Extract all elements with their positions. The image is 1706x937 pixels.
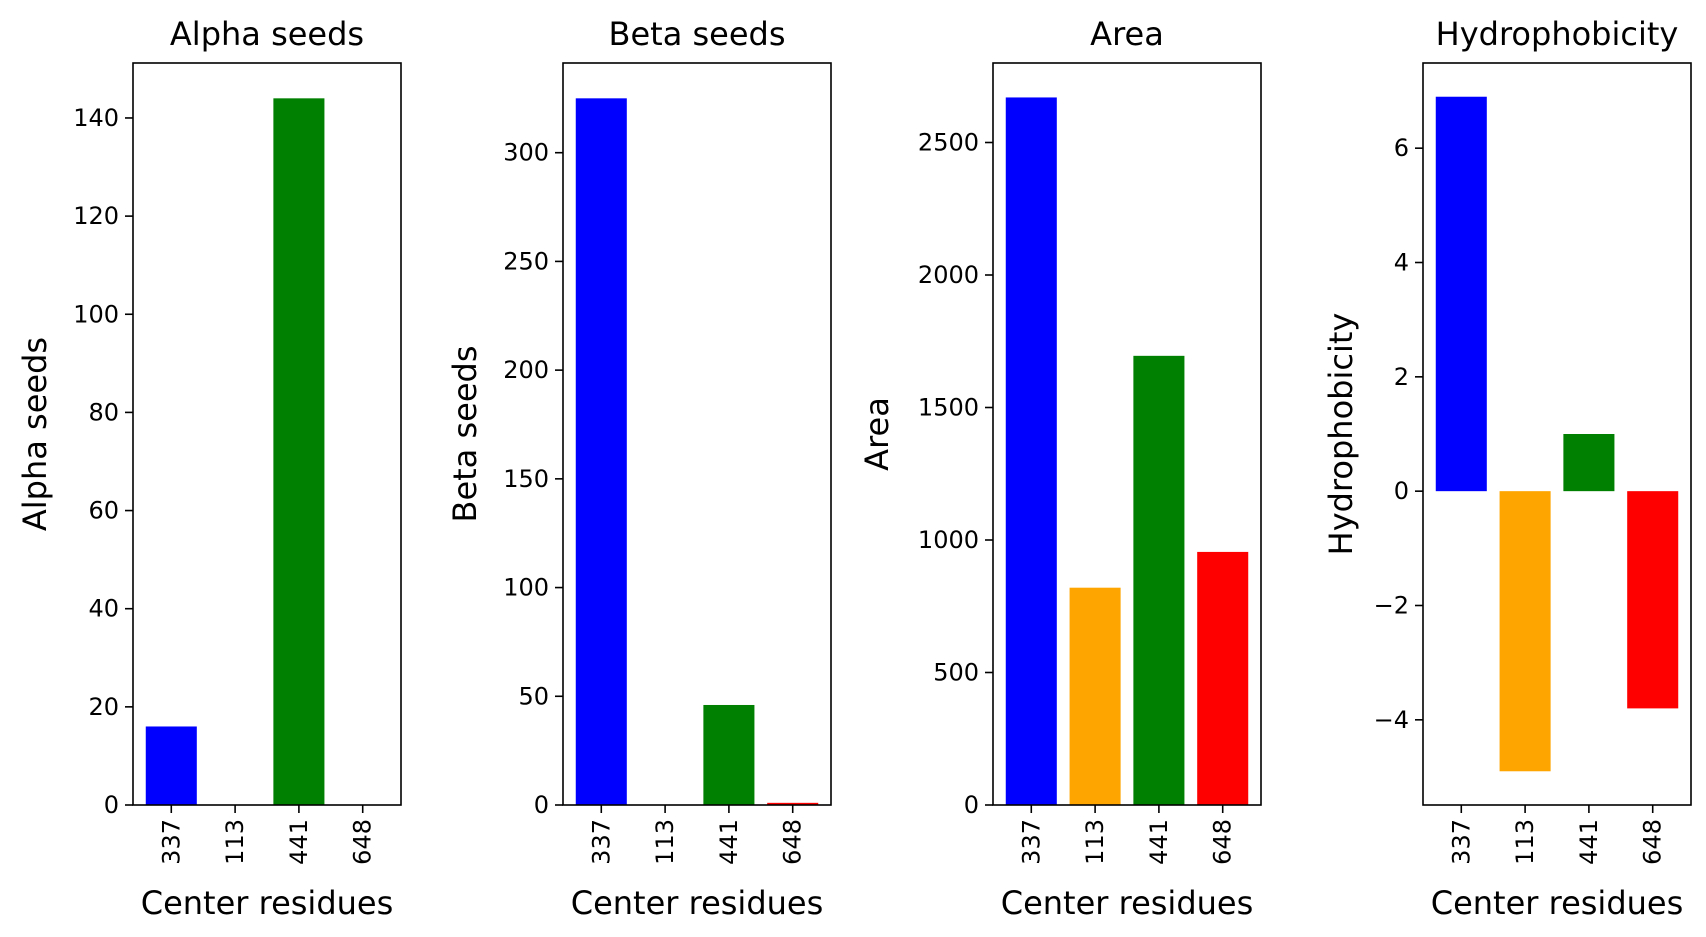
y-tick-label: 20 <box>88 693 119 721</box>
y-ticks: −4 −2 0 2 4 6 <box>1374 134 1423 734</box>
chart-panel-alpha-seeds: Alpha seeds Alpha seeds Center residues … <box>16 15 402 922</box>
y-tick-label: 1500 <box>918 394 979 422</box>
x-tick-label: 337 <box>1447 819 1475 865</box>
x-tick-label: 337 <box>587 819 615 865</box>
bar-648 <box>1627 491 1679 709</box>
y-axis-label: Area <box>858 397 896 471</box>
x-axis-label: Center residues <box>1431 884 1684 922</box>
chart-title: Area <box>1090 15 1164 53</box>
y-tick-label: −4 <box>1374 706 1409 734</box>
y-tick-label: 2000 <box>918 261 979 289</box>
y-tick-label: 6 <box>1394 134 1409 162</box>
y-tick-label: 100 <box>503 574 549 602</box>
bar-337 <box>1005 97 1057 805</box>
y-tick-label: 300 <box>503 139 549 167</box>
y-tick-label: 4 <box>1394 249 1409 277</box>
x-tick-label: 113 <box>1081 819 1109 865</box>
y-tick-label: 40 <box>88 595 119 623</box>
x-ticks: 337 113 441 648 <box>1017 805 1237 865</box>
x-tick-label: 441 <box>1145 819 1173 865</box>
bar-441 <box>1133 355 1185 805</box>
y-tick-label: 50 <box>518 682 549 710</box>
x-tick-label: 113 <box>1511 819 1539 865</box>
bars <box>575 98 819 805</box>
x-tick-label: 441 <box>1575 819 1603 865</box>
bars <box>1005 97 1249 805</box>
y-tick-label: 0 <box>534 791 549 819</box>
bar-113 <box>1069 587 1121 805</box>
y-ticks: 0 20 40 60 80 100 120 140 <box>73 104 133 819</box>
y-tick-label: 140 <box>73 104 119 132</box>
x-tick-label: 337 <box>157 819 185 865</box>
bars <box>145 98 325 805</box>
x-ticks: 337 113 441 648 <box>587 805 807 865</box>
y-tick-label: 80 <box>88 398 119 426</box>
y-tick-label: 60 <box>88 497 119 525</box>
y-tick-label: 0 <box>1394 477 1409 505</box>
y-tick-label: 100 <box>73 300 119 328</box>
x-ticks: 337 113 441 648 <box>157 805 377 865</box>
y-axis-label: Hydrophobicity <box>1322 313 1360 556</box>
bar-337 <box>575 98 627 805</box>
bar-441 <box>273 98 325 805</box>
x-tick-label: 648 <box>1209 819 1237 865</box>
bar-648 <box>1197 551 1249 805</box>
bar-441 <box>703 704 755 805</box>
y-tick-label: 500 <box>933 659 979 687</box>
bar-337 <box>145 726 197 805</box>
plot-frame <box>992 62 1262 806</box>
y-tick-label: 1000 <box>918 526 979 554</box>
bar-337 <box>1435 96 1487 492</box>
y-tick-label: 120 <box>73 202 119 230</box>
bar-648 <box>767 802 819 805</box>
x-tick-label: 113 <box>651 819 679 865</box>
chart-title: Alpha seeds <box>170 15 364 53</box>
bar-113 <box>1499 491 1551 772</box>
y-tick-label: 200 <box>503 356 549 384</box>
chart-panel-beta-seeds: Beta seeds Beta seeds Center residues 0 5… <box>446 15 832 922</box>
y-tick-label: 150 <box>503 465 549 493</box>
plot-frame <box>132 62 402 806</box>
y-tick-label: −2 <box>1374 591 1409 619</box>
bars <box>1435 96 1679 772</box>
bar-441 <box>1563 434 1615 492</box>
chart-title: Hydrophobicity <box>1436 15 1679 53</box>
x-tick-label: 648 <box>1639 819 1667 865</box>
x-tick-label: 441 <box>285 819 313 865</box>
x-axis-label: Center residues <box>141 884 394 922</box>
x-tick-label: 648 <box>779 819 807 865</box>
chart-panel-area: Area Area Center residues 0 500 1000 1500 20… <box>858 15 1262 922</box>
x-tick-label: 113 <box>221 819 249 865</box>
y-ticks: 0 50 100 150 200 250 300 <box>503 139 563 819</box>
x-axis-label: Center residues <box>1001 884 1254 922</box>
chart-title: Beta seeds <box>609 15 786 53</box>
y-tick-label: 2500 <box>918 129 979 157</box>
x-tick-label: 648 <box>349 819 377 865</box>
plot-frame <box>562 62 832 806</box>
y-axis-label: Alpha seeds <box>16 337 54 531</box>
y-tick-label: 250 <box>503 247 549 275</box>
y-axis-label: Beta seeds <box>446 346 484 523</box>
x-tick-label: 337 <box>1017 819 1045 865</box>
y-tick-label: 0 <box>964 791 979 819</box>
x-axis-label: Center residues <box>571 884 824 922</box>
y-tick-label: 0 <box>104 791 119 819</box>
x-ticks: 337 113 441 648 <box>1447 805 1667 865</box>
y-ticks: 0 500 1000 1500 2000 2500 <box>918 129 993 819</box>
chart-panel-hydrophobicity: Hydrophobicity Hydrophobicity Center res… <box>1322 15 1692 922</box>
y-tick-label: 2 <box>1394 363 1409 391</box>
plot-frame <box>1422 62 1692 806</box>
x-tick-label: 441 <box>715 819 743 865</box>
